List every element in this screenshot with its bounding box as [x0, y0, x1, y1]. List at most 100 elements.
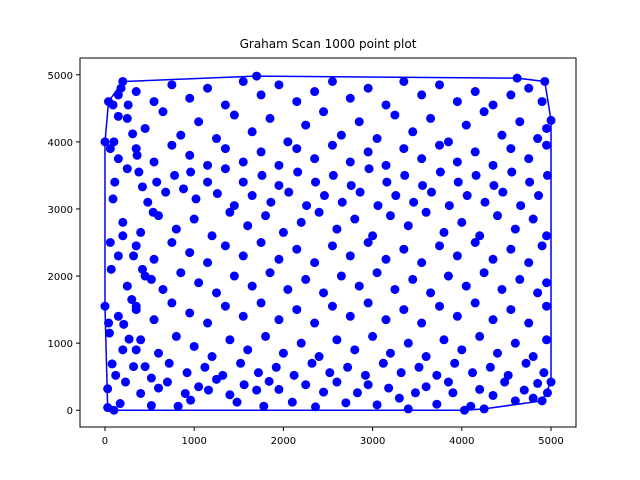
data-point — [104, 328, 114, 338]
data-point — [123, 100, 133, 110]
data-point — [271, 362, 281, 372]
data-point — [310, 87, 320, 97]
data-point — [390, 284, 400, 294]
data-point — [238, 157, 248, 167]
data-point — [238, 76, 248, 86]
data-point — [533, 288, 543, 298]
x-tick-label: 4000 — [449, 436, 474, 447]
data-point — [158, 107, 168, 117]
data-point — [327, 301, 337, 311]
data-point — [373, 201, 383, 211]
data-point — [381, 254, 391, 264]
data-point — [409, 197, 419, 207]
data-point — [154, 383, 164, 393]
data-point — [363, 238, 373, 247]
data-point — [488, 160, 498, 170]
data-point — [118, 231, 128, 241]
data-point — [253, 368, 263, 378]
data-point — [426, 113, 436, 123]
data-point — [194, 117, 204, 127]
data-point — [363, 147, 373, 157]
data-point — [311, 177, 321, 187]
data-point — [417, 90, 427, 100]
data-point — [120, 377, 130, 387]
data-point — [136, 335, 146, 345]
data-point — [185, 248, 195, 258]
data-point — [122, 164, 132, 174]
data-point — [475, 231, 485, 241]
data-point — [354, 117, 364, 127]
data-point — [319, 387, 329, 397]
data-point — [173, 401, 183, 411]
plot-area — [79, 57, 577, 428]
data-point — [162, 377, 172, 387]
data-point — [524, 258, 534, 268]
data-point — [500, 377, 510, 387]
data-point — [399, 144, 409, 154]
data-point — [384, 383, 394, 393]
data-point — [129, 251, 139, 261]
data-point — [207, 231, 217, 241]
data-point — [408, 127, 418, 137]
data-point — [355, 187, 365, 197]
data-point — [542, 388, 552, 398]
data-point — [439, 335, 449, 345]
data-point — [274, 384, 284, 394]
data-point — [131, 144, 141, 154]
data-point — [146, 401, 156, 411]
data-point — [311, 402, 321, 412]
data-point — [485, 362, 495, 372]
data-point — [537, 396, 547, 406]
data-point — [368, 331, 378, 341]
data-point — [256, 147, 266, 157]
data-point — [542, 140, 552, 150]
data-point — [203, 258, 213, 268]
data-point — [396, 368, 406, 378]
data-point — [113, 154, 123, 164]
data-point — [480, 197, 490, 207]
data-point — [225, 390, 235, 400]
data-point — [471, 170, 481, 180]
data-point — [319, 191, 329, 201]
data-point — [524, 83, 534, 93]
data-point — [506, 305, 516, 315]
data-point — [403, 404, 413, 414]
data-point — [435, 241, 445, 251]
data-point — [265, 268, 275, 278]
data-point — [149, 157, 159, 167]
data-point — [229, 110, 239, 120]
data-point — [247, 191, 257, 201]
data-point — [140, 362, 150, 372]
data-point — [146, 373, 156, 383]
data-point — [443, 377, 453, 387]
data-point — [118, 217, 128, 227]
x-axis: 0 1000 2000 3000 4000 5000 — [102, 427, 564, 447]
x-tick-label: 3000 — [360, 436, 385, 447]
data-point — [453, 177, 463, 187]
data-point — [510, 224, 520, 234]
data-point — [540, 76, 550, 86]
data-point — [252, 71, 262, 81]
data-point — [274, 315, 284, 325]
chart-title: Graham Scan 1000 point plot — [240, 37, 417, 51]
data-point — [278, 227, 288, 237]
data-point — [119, 319, 129, 329]
data-point — [372, 400, 382, 410]
data-point — [461, 120, 471, 130]
data-point — [238, 251, 248, 261]
data-point — [443, 137, 453, 147]
data-point — [408, 274, 418, 284]
data-point — [203, 83, 213, 93]
data-point — [274, 80, 284, 90]
data-point — [220, 100, 230, 110]
data-point — [325, 368, 335, 378]
data-point — [528, 352, 538, 362]
data-point — [301, 380, 311, 390]
data-point — [203, 160, 213, 170]
data-point — [385, 211, 395, 221]
data-point — [346, 180, 356, 190]
data-point — [332, 224, 342, 234]
data-point — [185, 308, 195, 318]
data-point — [203, 385, 213, 395]
data-point — [410, 388, 420, 398]
